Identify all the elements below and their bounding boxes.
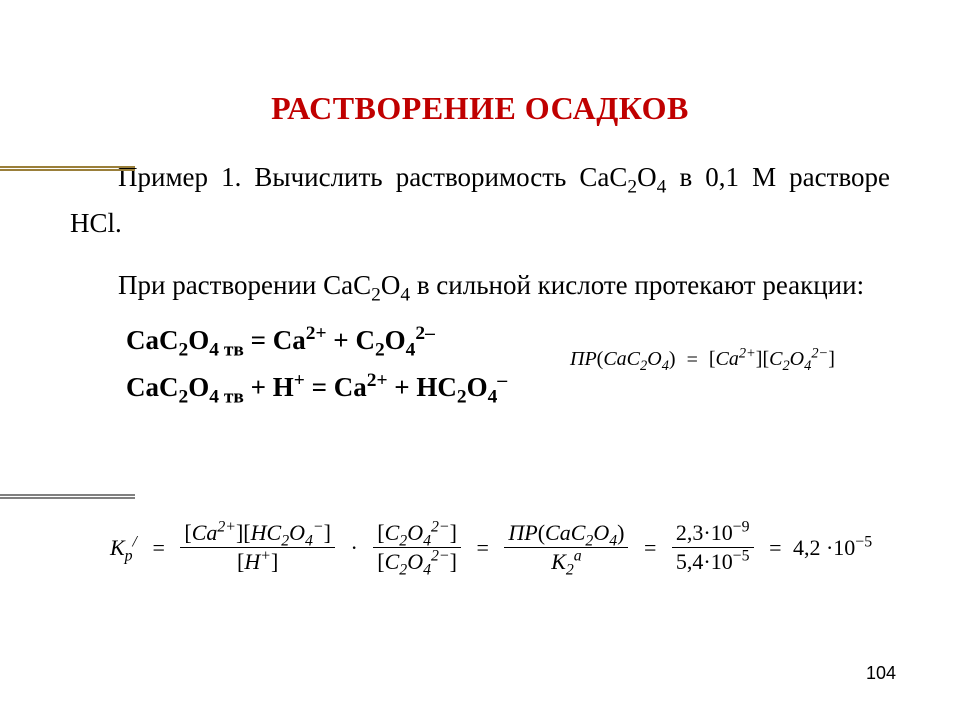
frac-3: ПР(CaC2O4) К2a (504, 520, 628, 575)
sp-rb2: ] (828, 348, 835, 370)
kp-eq4: = (769, 535, 781, 561)
eq2-r2sup: – (497, 370, 507, 391)
eq2-r2s1: 2 (457, 386, 467, 407)
eq2-plus2: + HC (388, 372, 457, 402)
eq1-eq: = (244, 325, 273, 355)
eq1-r1sup: 2+ (306, 323, 327, 344)
eq2-b: O (188, 372, 209, 402)
kp-base: К (110, 535, 125, 560)
frac-4: 2,3·10−9 5,4·10−5 (672, 520, 754, 575)
frac3-num: ПР(CaC2O4) (504, 520, 628, 548)
eq1-s1: 2 (179, 339, 189, 360)
p2-suffix: в сильной кислоте протекают реакции: (410, 270, 864, 300)
f3-ksup: a (574, 548, 582, 565)
eq1-r2s2: 4 (406, 339, 416, 360)
sp-casup: 2+ (739, 345, 756, 361)
p2-sub2: 4 (400, 284, 410, 305)
p2-mid1: O (381, 270, 401, 300)
eq1-r2s1: 2 (375, 339, 385, 360)
sp-close: ) (669, 348, 676, 370)
kp-sub: р (125, 547, 133, 564)
kp-eq1: = (152, 535, 164, 561)
p2-prefix: При растворении CaC (118, 270, 371, 300)
sp-s2: 4 (662, 358, 669, 374)
eq2-s1: 2 (179, 386, 189, 407)
decorative-rule-top (0, 166, 135, 168)
sp-lb1: [ (709, 348, 716, 370)
p1-mid1: O (637, 162, 657, 192)
eq1-plus: + (327, 325, 356, 355)
decorative-rule-bottom (0, 494, 135, 496)
p1-sub2: 4 (657, 176, 667, 197)
eq1-b: O (188, 325, 209, 355)
kp-sup: / (133, 533, 137, 550)
dot1: · (350, 535, 357, 561)
eq2-hsup: + (294, 370, 305, 391)
kp-eq2: = (476, 535, 488, 561)
kp-formula: Кр/ = [Ca2+][HC2O4−] [H+] · [C2O42−] [C2… (110, 520, 872, 575)
eq1-s2: 4 тв (209, 339, 244, 360)
p1-prefix: Пример 1. Вычислить растворимость CaC (118, 162, 627, 192)
eq2-r2s2: 4 (488, 386, 498, 407)
f3-k: К (551, 549, 566, 574)
sp-cs1: 2 (782, 358, 789, 374)
eq1-r2b: O (385, 325, 406, 355)
kp-symbol: Кр/ (110, 535, 137, 561)
eq2-r1: Ca (334, 372, 367, 402)
kp-eq3: = (644, 535, 656, 561)
sp-csup: 2− (811, 345, 828, 361)
frac-1: [Ca2+][HC2O4−] [H+] (180, 520, 335, 575)
eq2-a: CaC (126, 372, 179, 402)
eq2-plus1: + H (244, 372, 294, 402)
sp-c: C (769, 348, 782, 370)
paragraph-reactions: При растворении CaC2O4 в сильной кислоте… (70, 263, 890, 309)
frac1-den: [H+] (180, 548, 335, 575)
equation-protonation: CaC2O4 тв + H+ = Ca2+ + HC2O4– (126, 372, 890, 403)
sp-pr: ПР (570, 348, 597, 370)
slide-title: РАСТВОРЕНИЕ ОСАДКОВ (70, 90, 890, 127)
eq1-r1: Ca (273, 325, 306, 355)
slide-number: 104 (866, 663, 896, 684)
eq1-r2sup: 2– (415, 323, 434, 344)
p1-sub1: 2 (627, 176, 637, 197)
f3-pr: ПР (508, 520, 537, 545)
paragraph-example: Пример 1. Вычислить растворимость CaC2O4… (70, 155, 890, 247)
slide-container: РАСТВОРЕНИЕ ОСАДКОВ Пример 1. Вычислить … (0, 0, 960, 720)
frac4-num: 2,3·10−9 (672, 520, 754, 548)
frac2-den: [C2O42−] (373, 548, 461, 575)
eq2-eq: = (305, 372, 334, 402)
sp-o: O (647, 348, 661, 370)
sp-ca: Ca (716, 348, 739, 370)
sp-co: O (790, 348, 804, 370)
frac1-num: [Ca2+][HC2O4−] (180, 520, 335, 548)
eq2-r1sup: 2+ (367, 370, 388, 391)
eq1-r2a: C (355, 325, 375, 355)
kp-result: 4,2 ·10−5 (793, 535, 872, 560)
frac2-num: [C2O42−] (373, 520, 461, 548)
frac4-den: 5,4·10−5 (672, 548, 754, 575)
sp-eq: = (687, 349, 698, 372)
solubility-product-expr: ПР(CaC2O4) = [Ca2+][C2O42−] (570, 348, 835, 372)
eq2-s2: 4 тв (209, 386, 244, 407)
sp-cac: CaC (603, 348, 640, 370)
frac3-den: К2a (504, 548, 628, 575)
p2-sub1: 2 (371, 284, 381, 305)
frac-2: [C2O42−] [C2O42−] (373, 520, 461, 575)
eq1-a: CaC (126, 325, 179, 355)
eq2-r2b: O (467, 372, 488, 402)
f3-ksub: 2 (566, 561, 574, 578)
